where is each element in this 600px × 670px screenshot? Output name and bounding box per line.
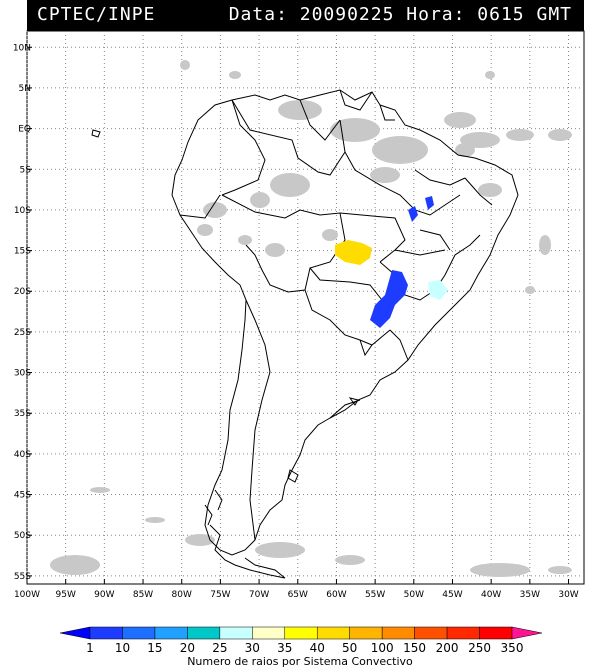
lon-label: 45W <box>442 590 462 600</box>
colorbar-tick-label: 35 <box>277 641 292 655</box>
colorbar-swatch <box>252 626 286 640</box>
colorbar-tick-label: 200 <box>436 641 459 655</box>
lat-label: 55S <box>14 572 31 582</box>
colorbar-swatch <box>187 626 221 640</box>
colorbar: 1 10 15 20 25 30 35 40 50 100 150 200 250 350 <box>59 626 543 655</box>
lon-label: 55W <box>365 590 385 600</box>
colorbar-label: Numero de raios por Sistema Convectivo <box>187 655 413 668</box>
storm-blue-north <box>408 206 418 222</box>
lon-label: 95W <box>56 590 76 600</box>
colorbar-tick-label: 350 <box>501 641 524 655</box>
lat-label: 5S <box>20 165 32 175</box>
lat-label: 50S <box>14 531 31 541</box>
colorbar-tick-label: 30 <box>245 641 260 655</box>
colorbar-swatch <box>219 626 253 640</box>
latitude-labels: 10N 5N EQ 5S 10S 15S 20S 25S 30S 35S 40S 45S 50S 55S <box>13 43 31 582</box>
lon-label: 90W <box>94 590 114 600</box>
lon-label: 80W <box>172 590 192 600</box>
colorbar-tick-label: 40 <box>310 641 325 655</box>
lat-label: 35S <box>14 409 31 419</box>
lon-label: 50W <box>404 590 424 600</box>
lat-label: 20S <box>14 287 31 297</box>
colorbar-swatch <box>414 626 448 640</box>
colorbar-tick-label: 100 <box>371 641 394 655</box>
storm-cyan <box>428 280 448 300</box>
storm-blue-north2 <box>425 196 434 210</box>
colorbar-swatch <box>479 626 513 640</box>
datetime-title: Data: 20090225 Hora: 0615 GMT <box>228 4 572 25</box>
lat-label: 5N <box>19 84 31 94</box>
colorbar-tick-label: 20 <box>180 641 195 655</box>
colorbar-right-arrow <box>511 626 543 640</box>
lat-label: 40S <box>14 450 31 460</box>
colorbar-tick-label: 25 <box>212 641 227 655</box>
colorbar-swatch <box>316 626 350 640</box>
storm-cells <box>335 196 448 328</box>
colorbar-swatch <box>446 626 480 640</box>
lat-label: 15S <box>14 247 31 257</box>
colorbar-swatch <box>154 626 188 640</box>
colorbar-swatch <box>89 626 123 640</box>
lon-label: 100W <box>14 590 40 600</box>
colorbar-left-arrow <box>59 626 91 640</box>
lon-label: 40W <box>481 590 501 600</box>
lon-label: 35W <box>520 590 540 600</box>
colorbar-tick-label: 150 <box>403 641 426 655</box>
colorbar-tick-label: 10 <box>115 641 130 655</box>
colorbar-tick-label: 250 <box>468 641 491 655</box>
longitude-labels: 100W 95W 90W 85W 80W 75W 70W 65W 60W 55W 50W 45W 40W… <box>14 590 579 600</box>
storm-blue-main <box>370 270 408 328</box>
colorbar-tick-label: 1 <box>86 641 94 655</box>
colorbar-swatch <box>122 626 156 640</box>
colorbar-swatch <box>349 626 383 640</box>
lon-label: 65W <box>288 590 308 600</box>
lat-label: EQ <box>18 125 31 135</box>
country-borders <box>171 89 519 556</box>
colorbar-tick-label: 15 <box>147 641 162 655</box>
colorbar-swatch <box>284 626 318 640</box>
lat-label: 25S <box>14 328 31 338</box>
southern-islands <box>91 129 359 579</box>
lat-label: 30S <box>14 369 31 379</box>
colorbar-tick-label: 50 <box>342 641 357 655</box>
colorbar-swatch <box>381 626 415 640</box>
lat-label: 10N <box>13 43 31 53</box>
storm-yellow <box>335 240 372 265</box>
lon-label: 75W <box>210 590 230 600</box>
lat-label: 45S <box>14 491 31 501</box>
lon-label: 70W <box>249 590 269 600</box>
lon-label: 60W <box>326 590 346 600</box>
lat-label: 10S <box>14 206 31 216</box>
agency-title: CPTEC/INPE <box>37 4 156 25</box>
title-bar: CPTEC/INPE Data: 20090225 Hora: 0615 GMT <box>27 0 584 31</box>
lon-label: 85W <box>133 590 153 600</box>
lon-label: 30W <box>558 590 578 600</box>
cloud-patches <box>50 60 572 577</box>
